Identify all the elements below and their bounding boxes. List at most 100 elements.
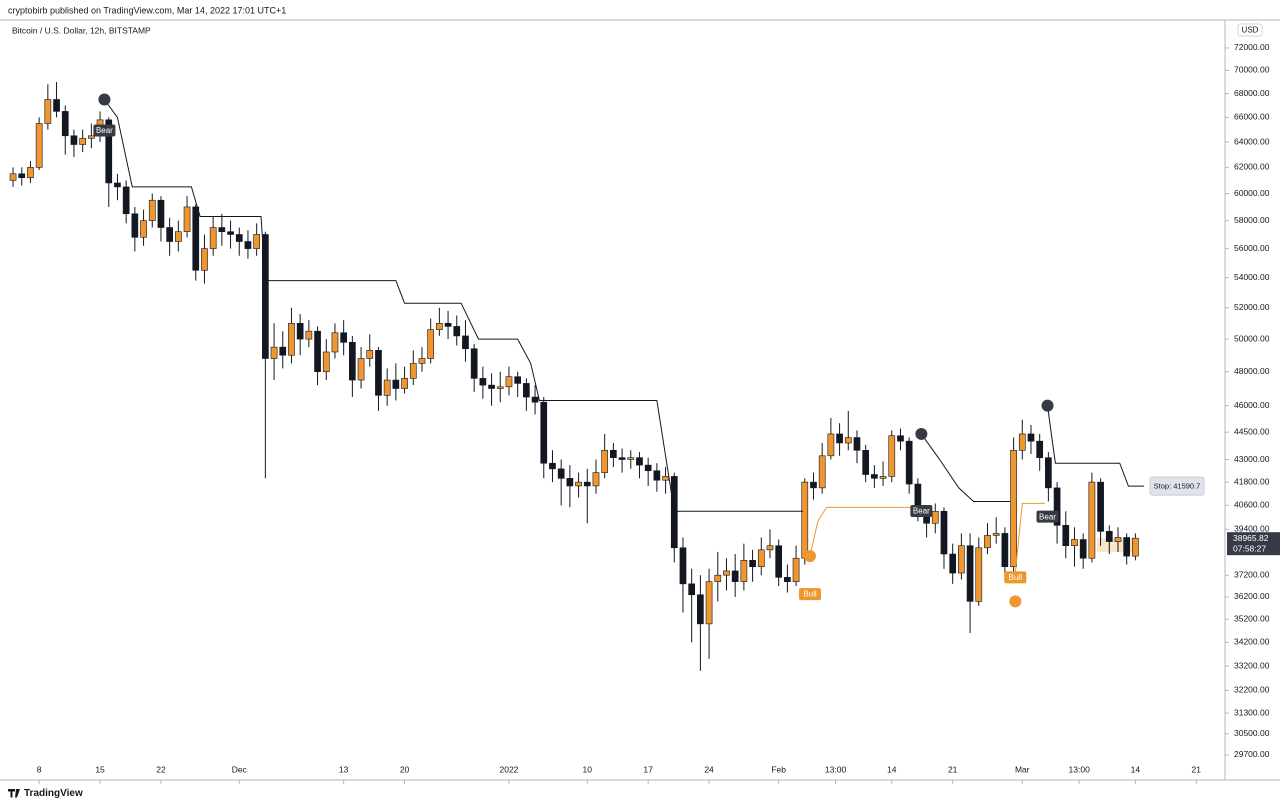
candle-body: [9, 173, 17, 181]
candle-body: [618, 457, 626, 460]
x-tick-label: 20: [400, 764, 410, 774]
brand: TradingView: [24, 788, 83, 799]
signal-label: Bull: [803, 590, 817, 599]
x-tick-label: 13:00: [825, 764, 847, 774]
x-tick-label: 14: [887, 764, 897, 774]
candle-body: [70, 135, 78, 145]
candle-body: [523, 383, 530, 398]
candle-body: [375, 350, 382, 396]
x-tick-label: 21: [948, 764, 958, 774]
candle-body: [644, 464, 652, 472]
last-price: 38965.82: [1233, 533, 1269, 543]
y-tick-label: 72000.00: [1234, 42, 1270, 52]
candle-body: [879, 476, 887, 479]
candle-body: [235, 234, 243, 242]
candle-body: [166, 227, 174, 242]
candle-body: [357, 358, 365, 381]
candle-body: [679, 547, 687, 585]
currency-box: [1237, 23, 1263, 37]
candle-body: [810, 481, 817, 489]
y-tick-label: 43000.00: [1234, 454, 1270, 464]
signal-label: Bear: [96, 126, 113, 135]
y-tick-label: 52000.00: [1234, 302, 1270, 312]
candle-body: [557, 468, 565, 479]
signal-label-box: [1004, 571, 1027, 584]
candle-body: [227, 231, 234, 235]
y-tick-label: 36200.00: [1234, 591, 1270, 601]
candle-body: [601, 449, 609, 473]
x-tick-label: 14: [1131, 764, 1141, 774]
candle-body: [566, 478, 574, 487]
candle-body: [992, 533, 1000, 536]
signal-dot: [803, 550, 816, 563]
stop-line: [103, 99, 804, 512]
candle-body: [418, 358, 426, 364]
candle-body: [1114, 537, 1122, 542]
candle-body: [888, 435, 896, 477]
candle-body: [1071, 539, 1078, 547]
candle-body: [427, 329, 435, 359]
candle-body: [1036, 440, 1044, 458]
logo: TradingView: [8, 788, 83, 799]
x-tick-label: Feb: [771, 764, 786, 774]
candle-body: [340, 332, 348, 343]
y-tick-label: 46000.00: [1234, 400, 1270, 410]
countdown: 07:58:27: [1233, 543, 1266, 553]
x-tick-label: 10: [583, 764, 593, 774]
candle-body: [1045, 457, 1052, 489]
x-tick-label: 21: [1192, 764, 1202, 774]
candle-body: [610, 449, 617, 458]
candle-body: [688, 583, 696, 596]
candle-body: [966, 545, 974, 602]
candle-body: [627, 457, 635, 460]
candle-body: [514, 376, 522, 384]
y-tick-label: 60000.00: [1234, 188, 1270, 198]
y-tick-label: 58000.00: [1234, 215, 1270, 225]
y-tick-label: 70000.00: [1234, 65, 1270, 75]
currency: USD: [1242, 26, 1259, 35]
y-tick-label: 34200.00: [1234, 637, 1270, 647]
y-tick-label: 41800.00: [1234, 476, 1270, 486]
stop-line: [809, 506, 917, 557]
x-tick-label: 17: [643, 764, 653, 774]
candle-body: [262, 234, 269, 359]
candle-body: [818, 455, 826, 489]
candle-body: [801, 481, 809, 559]
x-tick-label: Dec: [232, 764, 248, 774]
candle-body: [784, 577, 791, 582]
candle-body: [35, 123, 43, 168]
candle-body: [53, 99, 60, 112]
y-tick-label: 29700.00: [1234, 749, 1270, 759]
signal-dot: [1009, 595, 1022, 608]
signal-dot: [98, 93, 111, 106]
x-tick-label: Mar: [1015, 764, 1030, 774]
candle-body: [462, 335, 469, 350]
last-price-box: [1227, 532, 1280, 556]
candle-body: [183, 206, 191, 232]
candle-body: [148, 199, 156, 221]
candle-body: [453, 326, 461, 337]
x-tick-label: 15: [95, 764, 105, 774]
candle-body: [905, 440, 913, 485]
stop-line: [920, 433, 1011, 502]
stop-box: [1149, 476, 1205, 496]
candle-body: [505, 376, 513, 388]
candle-body: [383, 379, 391, 396]
candle-body: [61, 111, 69, 137]
candle-body: [940, 510, 948, 555]
y-tick-label: 39400.00: [1234, 524, 1270, 534]
signal-label: Bull: [1009, 573, 1023, 582]
candle-body: [1018, 433, 1026, 451]
candle-body: [1105, 531, 1113, 542]
candle-body: [1088, 481, 1096, 559]
candle-body: [975, 547, 983, 602]
candle-body: [88, 135, 95, 139]
x-tick-label: 2022: [500, 764, 519, 774]
candle-body: [131, 213, 139, 238]
candle-body: [844, 437, 852, 444]
candle-body: [479, 378, 487, 386]
y-tick-label: 62000.00: [1234, 162, 1270, 172]
y-tick-label: 50000.00: [1234, 333, 1270, 343]
candle-body: [531, 396, 539, 403]
